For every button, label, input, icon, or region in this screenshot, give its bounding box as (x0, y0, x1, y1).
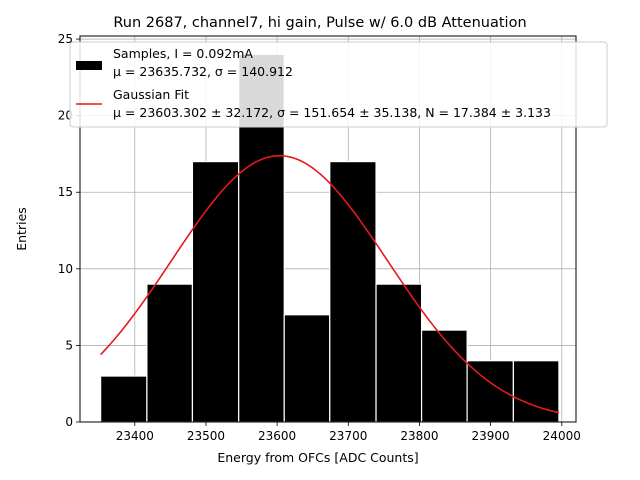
x-tick-label: 23500 (187, 429, 225, 443)
histogram-bar (329, 161, 377, 423)
legend-samples-swatch (76, 61, 102, 70)
x-tick-label: 24000 (543, 429, 581, 443)
legend: Samples, I = 0.092mA μ = 23635.732, σ = … (69, 41, 608, 128)
legend-fit-line2: μ = 23603.302 ± 32.172, σ = 151.654 ± 35… (113, 105, 551, 120)
plot-frame (79, 35, 577, 423)
x-tick-label: 23900 (472, 429, 510, 443)
gaussian-fit-curve (100, 154, 560, 414)
histogram-bar (512, 360, 560, 423)
histogram-bar (146, 283, 194, 423)
y-tick-label: 20 (58, 109, 73, 123)
y-tick-label: 15 (58, 185, 73, 199)
histogram-bar (191, 161, 240, 423)
legend-fit-line1: Gaussian Fit (113, 87, 189, 102)
y-tick-label: 10 (58, 262, 73, 276)
y-tick-label: 5 (65, 338, 73, 352)
legend-samples-line2: μ = 23635.732, σ = 140.912 (113, 64, 293, 79)
histogram-bar (283, 314, 331, 423)
x-axis-ticks: 23400 23500 23600 23700 23800 23900 24000 (116, 422, 581, 443)
histogram-bar (420, 329, 468, 423)
y-tick-label: 25 (58, 32, 73, 46)
x-tick-label: 23400 (116, 429, 154, 443)
x-axis-label: Energy from OFCs [ADC Counts] (217, 450, 418, 465)
x-tick-label: 23700 (329, 429, 367, 443)
chart-title: Run 2687, channel7, hi gain, Pulse w/ 6.… (113, 15, 526, 31)
x-tick-label: 23800 (400, 429, 438, 443)
histogram-bar (375, 283, 423, 423)
y-tick-label: 0 (65, 415, 73, 429)
x-tick-label: 23600 (258, 429, 296, 443)
legend-samples-line1: Samples, I = 0.092mA (113, 46, 253, 61)
histogram-bar (100, 375, 148, 423)
legend-frame (69, 41, 608, 128)
y-axis-label: Entries (14, 207, 29, 251)
